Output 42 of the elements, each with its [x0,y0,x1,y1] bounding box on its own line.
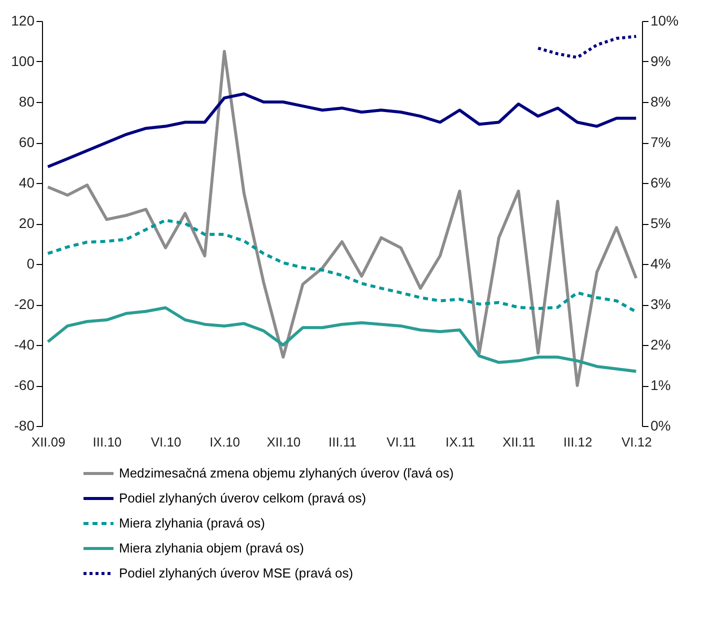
legend-label: Podiel zlyhaných úverov celkom (pravá os) [119,490,366,506]
x-tick-label: XII.10 [266,434,301,450]
y2-tick-label: 10% [650,12,679,28]
x-tick-label: IX.10 [210,434,240,450]
y2-tick-label: 4% [650,256,671,272]
y2-tick-label: 9% [650,53,671,69]
y-tick-label: 120 [11,12,35,28]
y2-tick-label: 6% [650,174,671,190]
y-tick-label: -80 [14,418,35,434]
x-tick-label: III.11 [328,434,356,450]
x-tick-label: VI.11 [386,434,416,450]
y-tick-label: -20 [14,296,35,312]
y-tick-label: 0 [26,256,35,272]
y2-tick-label: 5% [650,215,671,231]
line-series [536,34,638,59]
x-tick-label: VI.10 [150,434,182,450]
x-tick-label: VI.12 [621,434,652,450]
x-tick-label: XII.11 [502,434,536,450]
line-series [46,306,638,373]
legend-label: Medzimesačná zmena objemu zlyhaných úverov (ľavá os) [119,466,454,480]
legend-label: Miera zlyhania objem (pravá os) [119,540,304,556]
x-tick-label: XII.09 [31,434,66,450]
y2-tick-label: 8% [650,94,671,110]
line-series [46,50,638,387]
y2-tick-label: 2% [650,336,671,352]
y2-tick-label: 0% [650,418,671,434]
legend-label: Podiel zlyhaných úverov MSE (pravá os) [119,566,354,580]
y-tick-label: 100 [11,53,35,69]
x-tick-label: IX.11 [445,434,475,450]
y-tick-label: -60 [14,377,35,393]
y-tick-label: -40 [14,336,35,352]
x-tick-label: III.12 [563,434,592,450]
x-tick-label: III.10 [92,434,122,450]
y2-tick-label: 7% [650,134,671,150]
y-tick-label: 40 [18,174,35,190]
line-series [46,92,638,168]
y2-tick-label: 3% [650,296,671,312]
y-tick-label: 60 [18,134,35,150]
legend-label: Miera zlyhania (pravá os) [119,516,265,530]
y-tick-label: 20 [18,215,35,231]
y2-tick-label: 1% [650,377,671,393]
y-tick-label: 80 [18,94,35,110]
